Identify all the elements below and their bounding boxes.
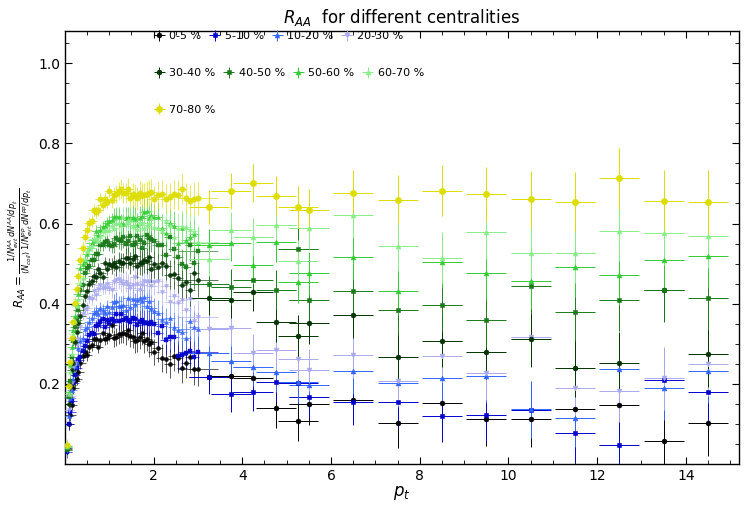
Title: $R_{AA}$  for different centralities: $R_{AA}$ for different centralities: [283, 7, 521, 28]
X-axis label: $p_t$: $p_t$: [393, 484, 411, 502]
Y-axis label: $R_{AA} = \frac{1/N^{AA}_{evt}\, dN^{AA}/dp_t}{\langle N_{coll}\rangle\, 1/N^{pp: $R_{AA} = \frac{1/N^{AA}_{evt}\, dN^{AA}…: [7, 187, 35, 308]
Legend: 70-80 %: 70-80 %: [152, 105, 216, 115]
